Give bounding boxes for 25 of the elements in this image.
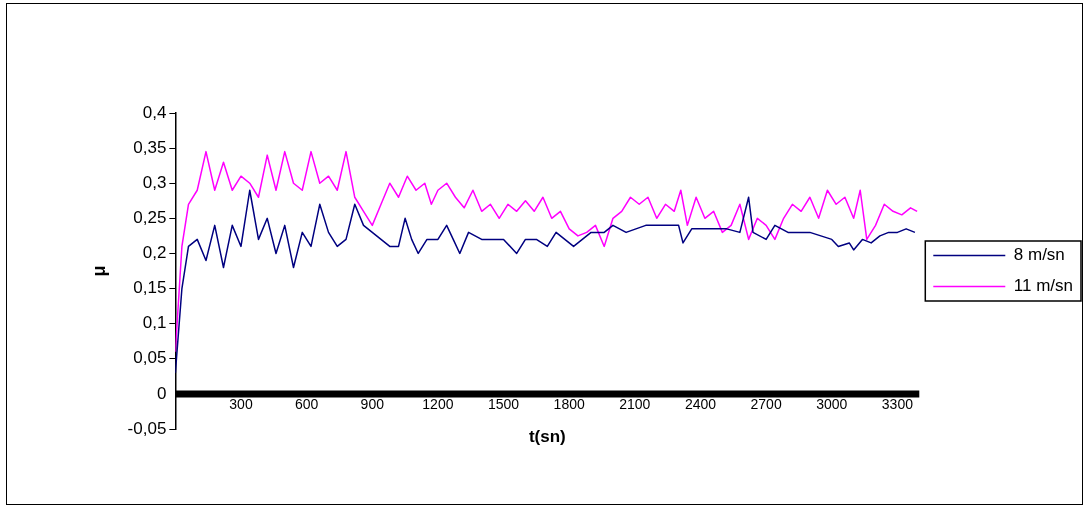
y-tick-label: 0,1 — [142, 313, 167, 333]
y-tick-label: -0,05 — [127, 418, 167, 438]
x-tick-label: 2400 — [684, 396, 717, 413]
y-tick-label: 0 — [156, 383, 167, 403]
x-tick-label: 1800 — [553, 396, 585, 413]
y-tick-label: 0,4 — [142, 102, 167, 122]
x-axis-title: t(sn) — [528, 426, 566, 446]
x-tick-label: 3000 — [816, 396, 848, 413]
x-tick-label: 600 — [294, 396, 319, 413]
x-tick-label: 1500 — [487, 396, 520, 413]
y-tick-label: 0,3 — [142, 172, 167, 192]
x-tick-label: 900 — [360, 396, 385, 413]
y-tick-label: 0,05 — [133, 348, 167, 368]
y-tick-label: 0,35 — [133, 137, 167, 157]
legend-label: 11 m/sn — [1013, 276, 1074, 296]
x-tick-label: 2700 — [750, 396, 782, 413]
y-tick-label: 0,15 — [133, 278, 167, 298]
x-tick-label: 1200 — [422, 396, 454, 413]
legend-label: 8 m/sn — [1013, 245, 1065, 265]
x-tick-label: 3300 — [881, 396, 914, 413]
y-tick-label: 0,2 — [142, 243, 167, 263]
x-tick-label: 300 — [229, 396, 253, 413]
y-tick-label: 0,25 — [133, 208, 167, 228]
x-tick-label: 2100 — [619, 396, 651, 413]
y-axis-title: μ — [88, 265, 109, 277]
